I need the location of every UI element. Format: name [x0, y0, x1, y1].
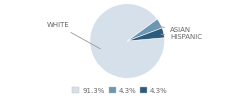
Wedge shape	[127, 19, 162, 41]
Text: WHITE: WHITE	[47, 22, 100, 49]
Legend: 91.3%, 4.3%, 4.3%: 91.3%, 4.3%, 4.3%	[70, 85, 170, 96]
Wedge shape	[90, 4, 164, 78]
Text: ASIAN: ASIAN	[158, 26, 191, 33]
Wedge shape	[127, 28, 164, 41]
Text: HISPANIC: HISPANIC	[161, 34, 202, 40]
